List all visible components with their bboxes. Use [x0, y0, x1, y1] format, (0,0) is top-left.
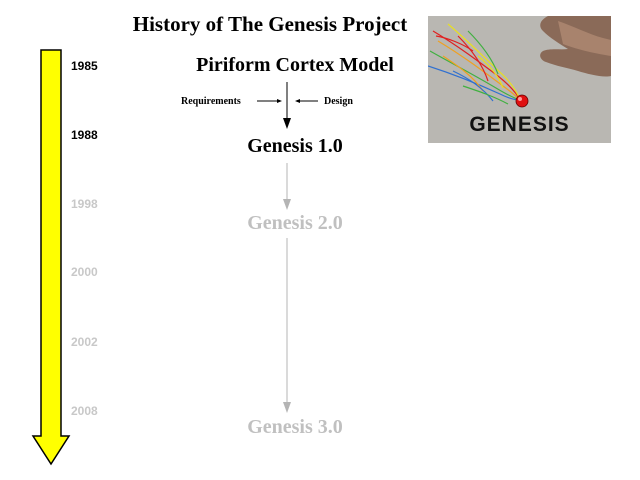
node-piriform-cortex-model: Piriform Cortex Model [196, 54, 394, 76]
logo-text: GENESIS [469, 113, 570, 136]
node-genesis-2: Genesis 2.0 [247, 212, 343, 234]
logo-artwork [428, 16, 611, 108]
input-design: Design [324, 96, 353, 107]
input-requirements: Requirements [181, 96, 241, 107]
year-label-2000: 2000 [71, 265, 98, 279]
year-label-1988: 1988 [71, 128, 98, 142]
node-genesis-3: Genesis 3.0 [247, 416, 343, 438]
genesis-logo: GENESIS [428, 16, 611, 143]
year-label-1998: 1998 [71, 197, 98, 211]
year-label-1985: 1985 [71, 59, 98, 73]
year-label-2008: 2008 [71, 404, 98, 418]
node-genesis-1: Genesis 1.0 [247, 135, 343, 157]
year-label-2002: 2002 [71, 335, 98, 349]
timeline-arrow [31, 49, 71, 466]
page-title: History of The Genesis Project [132, 12, 408, 36]
